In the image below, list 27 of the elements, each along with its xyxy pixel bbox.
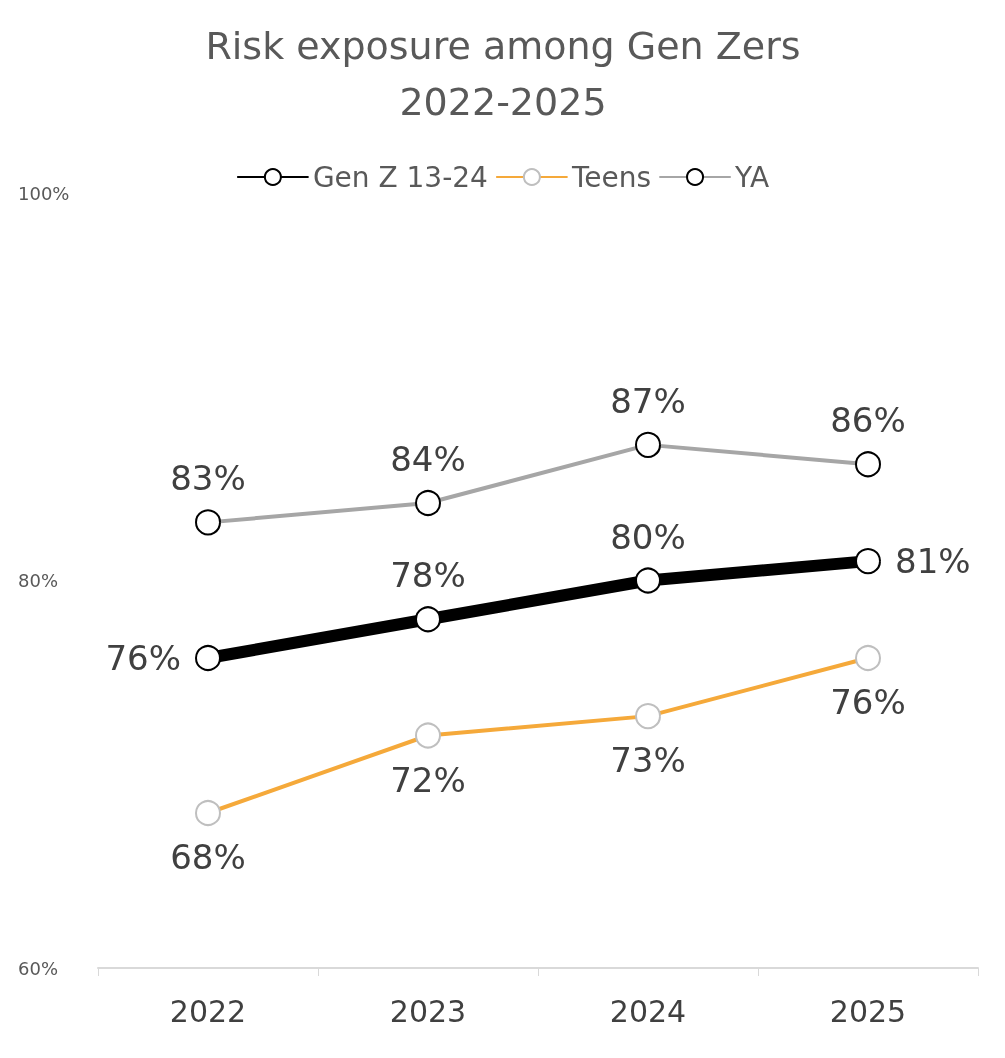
y-tick-label: 60%: [18, 957, 59, 979]
x-tick-label: 2025: [829, 993, 907, 1029]
data-label: 81%: [895, 541, 971, 582]
y-tick-label: 100%: [18, 182, 70, 204]
x-tick-label: 2023: [389, 993, 467, 1029]
x-tick-label: 2024: [609, 993, 687, 1029]
data-label: 68%: [170, 837, 246, 877]
y-tick-label: 80%: [18, 570, 59, 591]
data-label: 83%: [170, 458, 246, 499]
data-label: 80%: [610, 516, 686, 557]
data-label: 72%: [390, 759, 466, 800]
data-label: 76%: [830, 682, 906, 722]
point: [415, 606, 441, 633]
legend-label: YA: [734, 160, 770, 194]
point: [195, 645, 221, 671]
chart-title: Risk exposure among Gen Zers 2022-2025: [205, 24, 801, 124]
x-tick-label: 2022: [169, 993, 247, 1029]
data-label: 86%: [830, 400, 906, 441]
legend-label: Gen Z 13-24: [312, 160, 488, 194]
data-label: 76%: [105, 638, 181, 678]
point: [635, 567, 661, 594]
legend-label: Teens: [570, 160, 652, 194]
data-label: 84%: [390, 439, 466, 479]
data-label: 73%: [610, 740, 686, 781]
point: [855, 548, 881, 575]
data-label: 78%: [390, 555, 466, 596]
data-label: 87%: [610, 380, 686, 421]
